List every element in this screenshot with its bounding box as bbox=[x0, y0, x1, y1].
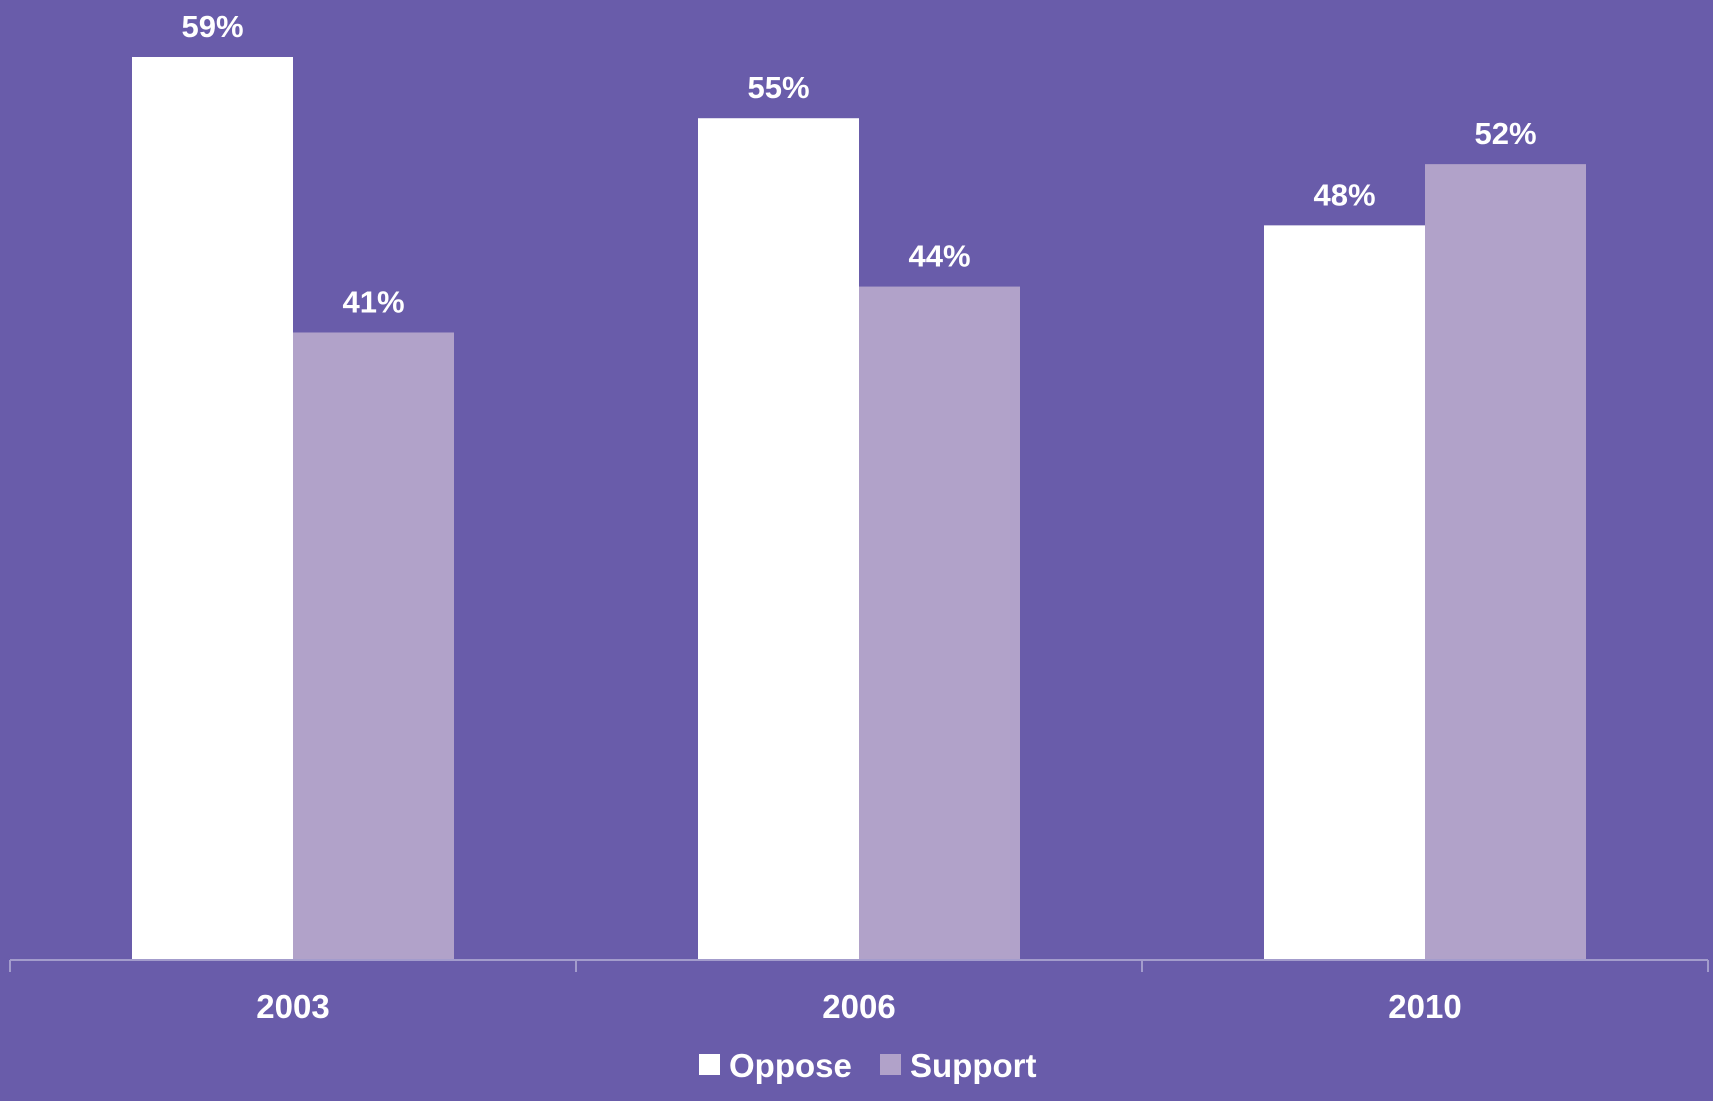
legend-label-support: Support bbox=[910, 1047, 1036, 1084]
bar-oppose-2003 bbox=[132, 57, 293, 960]
value-label-support-2010: 52% bbox=[1474, 116, 1536, 151]
bar-support-2006 bbox=[859, 286, 1020, 960]
value-label-support-2006: 44% bbox=[908, 239, 970, 274]
value-labels-group: 59% 41% 55% 44% 48% 52% bbox=[181, 9, 1536, 319]
value-label-oppose-2003: 59% bbox=[181, 9, 243, 44]
category-labels-group: 2003 2006 2010 bbox=[256, 988, 1461, 1025]
value-label-oppose-2006: 55% bbox=[747, 70, 809, 105]
value-label-oppose-2010: 48% bbox=[1313, 177, 1375, 212]
value-label-support-2003: 41% bbox=[342, 284, 404, 319]
x-axis bbox=[9, 959, 1709, 972]
category-label-2006: 2006 bbox=[822, 988, 895, 1025]
legend-swatch-oppose bbox=[699, 1054, 720, 1075]
category-label-2003: 2003 bbox=[256, 988, 329, 1025]
bar-oppose-2006 bbox=[698, 118, 859, 960]
legend-label-oppose: Oppose bbox=[729, 1047, 852, 1084]
bar-support-2003 bbox=[293, 332, 454, 960]
bar-support-2010 bbox=[1425, 164, 1586, 960]
bar-oppose-2010 bbox=[1264, 225, 1425, 960]
legend: Oppose Support bbox=[699, 1047, 1036, 1084]
bars-group bbox=[132, 57, 1586, 960]
legend-swatch-support bbox=[880, 1054, 901, 1075]
category-label-2010: 2010 bbox=[1388, 988, 1461, 1025]
